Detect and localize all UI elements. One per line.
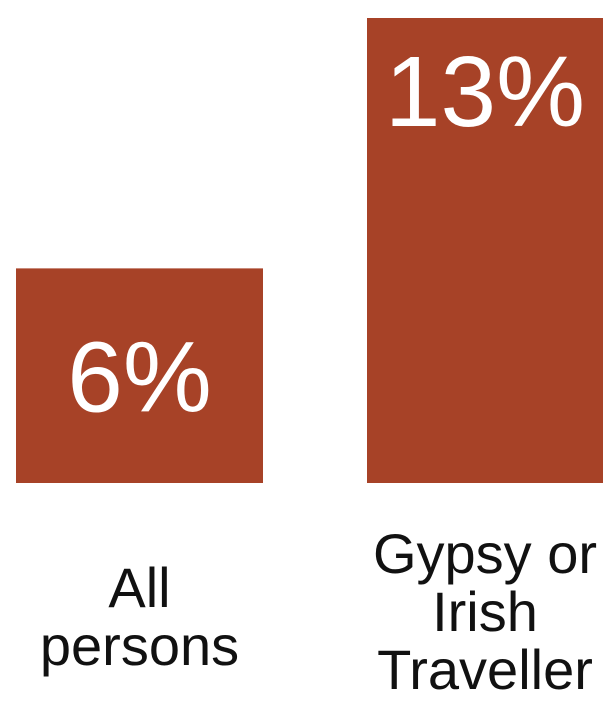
- category-label-1-line-2: Traveller: [377, 638, 593, 701]
- value-labels-layer: 6% 13%: [67, 36, 585, 434]
- bar-0: [16, 268, 263, 483]
- category-label-1-line-0: Gypsy or: [373, 522, 597, 585]
- bar-value-label-1: 13%: [385, 36, 585, 148]
- category-label-1-line-1: Irish: [432, 580, 538, 643]
- category-label-0-line-1: persons: [40, 614, 239, 677]
- bar-1: [367, 18, 603, 483]
- bar-value-label-0: 6%: [67, 322, 212, 434]
- category-label-0-line-0: All: [108, 556, 170, 619]
- bars-layer: [16, 18, 603, 483]
